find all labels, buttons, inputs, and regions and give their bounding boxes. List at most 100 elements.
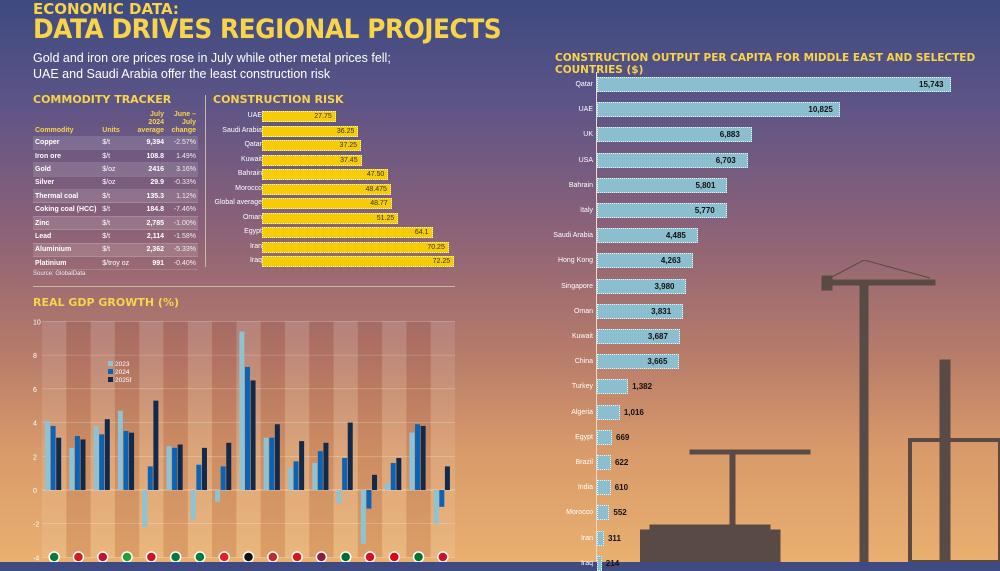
risk-bar: 72.25 [262,256,455,267]
jordan-flag-icon [169,551,182,562]
gdp-bar [415,424,421,490]
algeria-flag-icon [48,551,60,562]
risk-row: Iraq 72.25 [205,256,465,267]
column-band [333,321,358,558]
table-cell: 135.3 [132,189,166,204]
commodity-title: COMMODITY TRACKER [33,93,172,106]
gdp-bar [177,444,183,490]
legend-label: 2024 [115,369,130,376]
gdp-bar [172,447,178,490]
gdp-bar [287,468,293,490]
output-label: Saudi Arabia [553,232,593,240]
gdp-bar [390,463,396,490]
gdp-bar [360,490,366,544]
gdp-bar [372,474,378,490]
risk-bar: 48.77 [262,198,392,209]
gdp-title: REAL GDP GROWTH (%) [33,296,179,309]
output-bar [597,379,629,395]
yemen-flag-icon [437,551,449,562]
output-label: Algeria [571,408,593,416]
risk-value: 48.475 [365,185,387,193]
output-bar [597,77,951,92]
table-row: Platinium $/troy oz 991 -0.40% [33,256,198,271]
table-cell: $/oz [100,176,132,191]
table-cell: $/t [100,136,132,150]
y-tick-label: 2 [33,454,37,461]
gdp-bar [444,466,450,490]
column-band [212,321,237,558]
risk-bar: 64.1 [262,227,433,238]
gdp-bar [439,490,445,507]
output-bar [597,505,610,521]
output-value: 1,382 [632,382,653,392]
gdp-bar [104,419,110,490]
libya-flag-icon [242,551,255,562]
output-label: UK [583,131,593,139]
output-value: 5,770 [694,206,715,215]
gdp-bar [153,400,159,490]
table-cell: Thermal coal [33,189,101,204]
uae-flag-icon [412,551,425,562]
gdp-bar [50,425,56,490]
legend-label: 2025f [115,377,131,384]
output-bar [597,303,684,319]
risk-value: 36.25 [336,127,355,135]
bahrain-flag-icon [72,551,85,562]
output-bar [597,228,698,244]
gdp-bar [239,331,245,490]
table-cell: 991 [132,256,166,271]
table-cell: Iron ore [33,149,101,164]
col-header: Commodity [35,127,74,134]
table-cell: Gold [33,162,101,177]
risk-row: Kuwait 37.45 [205,154,465,166]
y-tick-label: 10 [33,319,41,326]
oman-flag-icon [291,551,303,562]
commodity-table: Commodity Units July 2024 average June –… [33,110,198,271]
table-cell: Copper [33,136,101,150]
gdp-bar [117,410,123,490]
y-tick-label: 0 [33,488,37,495]
output-value: 15,743 [919,80,944,89]
output-label: Kuwait [571,333,593,340]
risk-value: 47.50 [366,171,385,178]
risk-bar: 36.25 [262,125,359,137]
gdp-bar [269,437,275,490]
output-bar [597,177,728,193]
gdp-bar [274,424,280,490]
risk-label: Qatar [244,141,262,148]
output-value: 1,016 [623,407,644,417]
risk-row: Iran 70.25 [205,241,465,253]
output-label: Morocco [566,509,593,517]
table-cell: Zinc [33,216,101,231]
risk-label: Iran [249,242,262,250]
gdp-bar [142,490,148,528]
output-title: CONSTRUCTION OUTPUT PER CAPITA FOR MIDDL… [555,52,976,76]
y-tick-label: -4 [33,555,39,562]
table-cell: 108.8 [132,149,166,164]
table-cell: $/t [100,229,132,244]
gdp-bar [69,447,75,490]
risk-label: Oman [242,213,262,221]
table-cell: $/t [100,149,132,164]
divider [205,95,206,267]
output-label: Oman [573,307,593,315]
output-label: China [574,358,593,366]
source-note: Source: GlobalData [33,271,86,277]
legend-swatch [108,377,113,382]
table-cell: $/t [100,202,132,217]
output-value: 10,825 [808,105,833,115]
output-bar [597,555,602,571]
kuwait-flag-icon [194,551,206,562]
risk-label: Egypt [244,228,262,235]
syria-flag-icon [364,551,376,562]
risk-bar: 27.75 [262,111,336,122]
table-row: Coking coal (HCC) $/t 184.8 -7.46% [33,202,198,217]
table-row: Lead $/t 2,114 -1.58% [33,229,198,244]
risk-title: CONSTRUCTION RISK [213,93,344,106]
risk-bar: 47.50 [262,169,389,180]
table-cell: -0.40% [166,256,198,271]
risk-row: UAE 27.75 [205,111,465,122]
output-label: UAE [578,106,593,114]
risk-row: Egypt 64.1 [205,227,465,238]
table-cell: -1.00% [166,216,198,231]
